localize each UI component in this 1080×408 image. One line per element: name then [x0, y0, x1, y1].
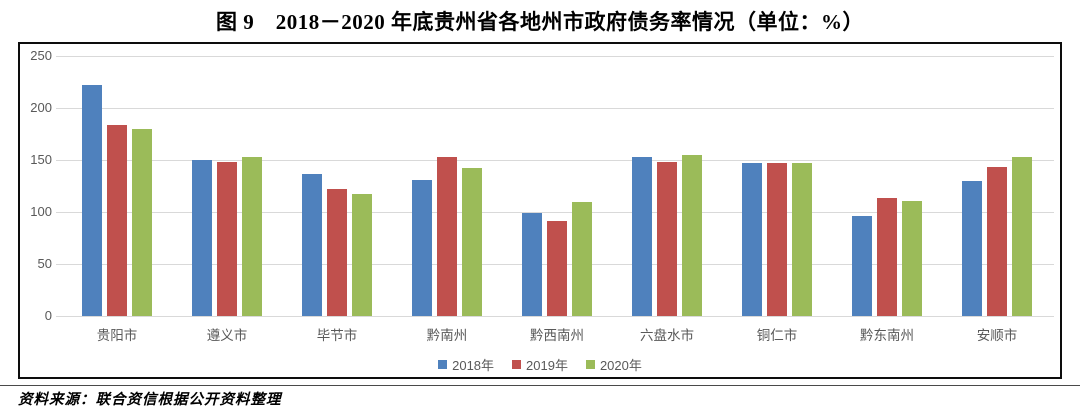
bar-group-黔南州 [392, 56, 502, 316]
bar-group-黔西南州 [502, 56, 612, 316]
bar-2020年-毕节市 [352, 194, 372, 316]
bar-2020年-贵阳市 [132, 129, 152, 316]
bar-2020年-六盘水市 [682, 155, 702, 316]
gridline-150 [56, 160, 1054, 161]
x-label-安顺市: 安顺市 [976, 328, 1018, 343]
bar-2019年-安顺市 [987, 167, 1007, 316]
x-label-毕节市: 毕节市 [316, 328, 358, 343]
bar-2018年-黔南州 [412, 180, 432, 316]
x-label-黔西南州: 黔西南州 [530, 328, 584, 343]
bar-group-铜仁市 [722, 56, 832, 316]
legend-label-2018年: 2018年 [452, 358, 495, 373]
bar-2019年-黔西南州 [547, 221, 567, 316]
bar-2020年-铜仁市 [792, 163, 812, 316]
bar-2019年-黔东南州 [877, 198, 897, 316]
bar-2019年-铜仁市 [767, 163, 787, 316]
bar-2019年-遵义市 [217, 162, 237, 316]
legend-swatch-icon-2018年 [438, 360, 448, 369]
gridline-0 [56, 316, 1054, 317]
y-tick-label-100: 100 [30, 204, 52, 219]
bar-group-毕节市 [282, 56, 392, 316]
bar-2018年-六盘水市 [632, 157, 652, 316]
y-tick-label-250: 250 [30, 48, 52, 63]
y-tick-label-200: 200 [30, 100, 52, 115]
bar-2020年-黔西南州 [572, 202, 592, 316]
x-axis-category-labels: 贵阳市 遵义市 毕节市 黔南州 黔西南州 六盘水市 铜仁市 黔东南州 安顺市 [62, 324, 1052, 344]
legend-item-2018年: 2018年 [438, 355, 494, 374]
bar-2020年-黔南州 [462, 168, 482, 316]
legend: 2018年 2019年 2020年 [20, 355, 1060, 374]
gridline-200 [56, 108, 1054, 109]
x-label-遵义市: 遵义市 [206, 328, 248, 343]
x-label-六盘水市: 六盘水市 [640, 328, 694, 343]
legend-label-2019年: 2019年 [526, 358, 568, 373]
bar-2018年-铜仁市 [742, 163, 762, 316]
bar-2019年-贵阳市 [107, 125, 127, 316]
bar-2020年-安顺市 [1012, 157, 1032, 316]
y-tick-label-150: 150 [30, 152, 52, 167]
chart-frame: 0 50 100 150 200 250 贵阳市 遵义市 毕节市 黔南州 黔西南州 六盘水市 铜仁市 黔… [18, 42, 1062, 379]
x-label-黔南州: 黔南州 [426, 328, 468, 343]
bar-group-黔东南州 [832, 56, 942, 316]
figure-title: 图 9 2018－2020 年底贵州省各地州市政府债务率情况（单位：%） [216, 10, 864, 34]
bar-2018年-黔东南州 [852, 216, 872, 316]
bar-2018年-毕节市 [302, 174, 322, 316]
bar-group-六盘水市 [612, 56, 722, 316]
x-label-铜仁市: 铜仁市 [756, 328, 798, 343]
bar-group-遵义市 [172, 56, 282, 316]
gridline-100 [56, 212, 1054, 213]
x-label-黔东南州: 黔东南州 [860, 328, 914, 343]
bar-2019年-黔南州 [437, 157, 457, 316]
y-tick-label-50: 50 [37, 256, 52, 271]
plot-area [62, 56, 1052, 316]
source-note: 资料来源：联合资信根据公开资料整理 [18, 392, 282, 408]
gridline-250 [56, 56, 1054, 57]
bar-2019年-六盘水市 [657, 162, 677, 316]
legend-item-2020年: 2020年 [585, 355, 642, 374]
bar-2020年-黔东南州 [902, 201, 922, 316]
bar-group-贵阳市 [62, 56, 172, 316]
bar-group-安顺市 [942, 56, 1052, 316]
bar-2018年-贵阳市 [82, 85, 102, 316]
legend-label-2020年: 2020年 [599, 358, 642, 373]
bar-2018年-黔西南州 [522, 213, 542, 316]
legend-swatch-icon-2019年 [512, 360, 522, 369]
y-tick-label-0: 0 [44, 308, 52, 323]
legend-swatch-icon-2020年 [585, 360, 595, 369]
x-label-贵阳市: 贵阳市 [96, 328, 138, 343]
legend-item-2019年: 2019年 [512, 355, 568, 374]
bar-2018年-遵义市 [192, 160, 212, 316]
bar-2018年-安顺市 [962, 181, 982, 316]
bar-2020年-遵义市 [242, 157, 262, 316]
bar-2019年-毕节市 [327, 189, 347, 316]
footer-divider [0, 385, 1080, 386]
